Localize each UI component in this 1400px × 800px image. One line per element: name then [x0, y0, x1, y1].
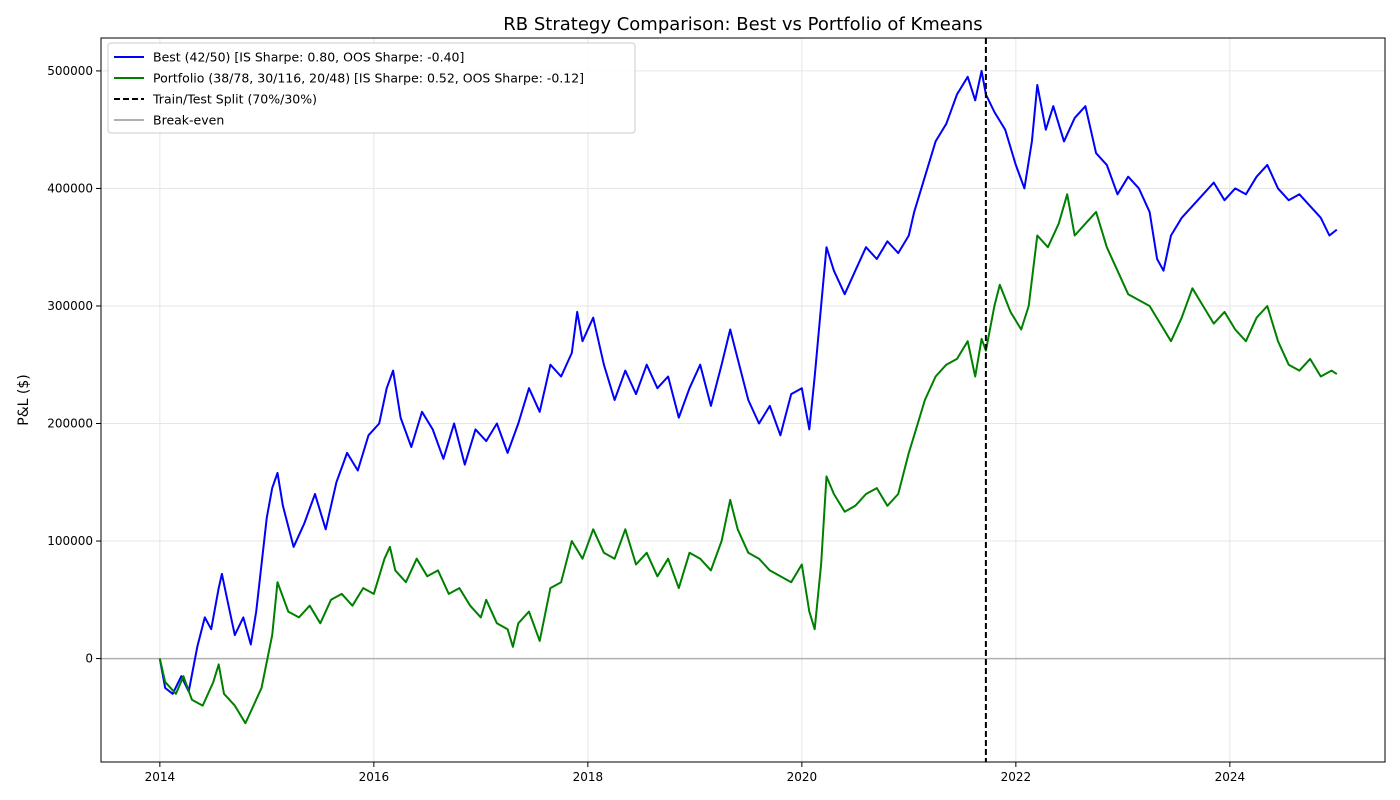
y-tick-label: 200000: [47, 417, 93, 431]
series: [158, 38, 1338, 762]
axis-ticks: 2014 2016 2018 2020 2022 2024 0 100000 200000 300…: [47, 64, 1245, 784]
legend-label-portfolio: Portfolio (38/78, 30/116, 20/48) [IS Sha…: [153, 71, 584, 86]
y-axis-label: P&L ($): [16, 374, 32, 425]
legend-label-split: Train/Test Split (70%/30%): [152, 92, 317, 107]
x-tick-label: 2016: [359, 770, 390, 784]
chart-title: RB Strategy Comparison: Best vs Portfoli…: [503, 14, 982, 35]
y-tick-label: 400000: [47, 181, 93, 195]
y-tick-label: 0: [85, 652, 93, 666]
x-tick-label: 2018: [573, 770, 604, 784]
legend-label-breakeven: Break-even: [153, 113, 224, 128]
y-tick-label: 300000: [47, 299, 93, 313]
x-tick-label: 2014: [145, 770, 176, 784]
y-tick-label: 100000: [47, 534, 93, 548]
series-line-best: [158, 69, 1338, 695]
x-tick-label: 2024: [1215, 770, 1246, 784]
legend-box: [107, 42, 636, 134]
x-tick-label: 2022: [1001, 770, 1032, 784]
legend: Best (42/50) [IS Sharpe: 0.80, OOS Sharp…: [107, 42, 636, 134]
y-tick-label: 500000: [47, 64, 93, 78]
x-tick-label: 2020: [787, 770, 818, 784]
series-line-portfolio: [158, 193, 1338, 725]
plot-frame: [100, 37, 1386, 763]
legend-label-best: Best (42/50) [IS Sharpe: 0.80, OOS Sharp…: [153, 50, 464, 65]
